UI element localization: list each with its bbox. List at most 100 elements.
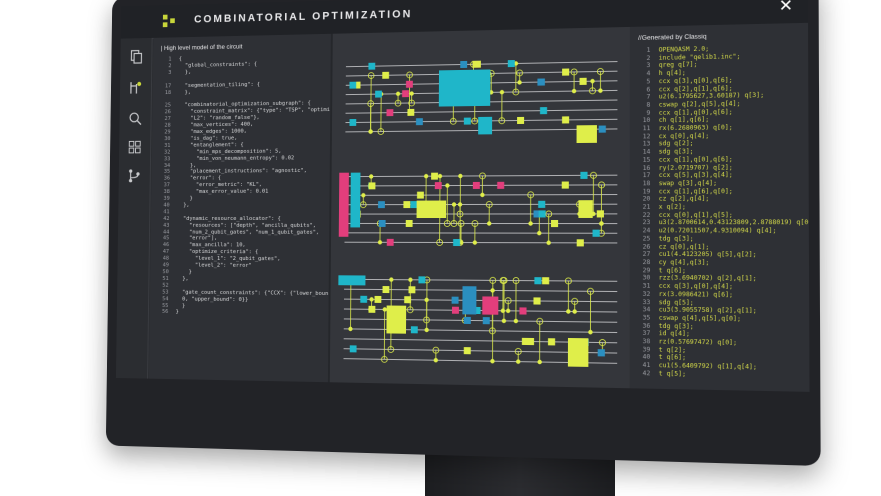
- gate: [497, 181, 505, 189]
- gate: [378, 201, 385, 209]
- line-number: 25: [642, 235, 651, 243]
- control-dot: [423, 174, 429, 179]
- line-number: 7: [646, 93, 651, 101]
- control-dot: [490, 358, 495, 364]
- copy-icon[interactable]: [129, 50, 144, 66]
- branch-icon[interactable]: [127, 168, 142, 183]
- gate: [375, 90, 382, 98]
- gate: [434, 182, 442, 190]
- gate: [507, 60, 515, 68]
- gate: [460, 60, 468, 69]
- code-text: id q[4];: [658, 330, 690, 338]
- gate: [533, 297, 541, 305]
- code-line[interactable]: 56}: [153, 309, 344, 318]
- code-line[interactable]: 23 u3(2.8700614,0.43123809,2.8788019) q[0…: [634, 219, 810, 227]
- code-text: "max_edges": 1000,: [177, 128, 247, 136]
- gate: [576, 239, 584, 247]
- code-line[interactable]: 42 t q[5];: [634, 370, 810, 381]
- control-dot: [486, 221, 492, 226]
- quantum-circuit-diagram: [338, 27, 630, 367]
- circuit-wire: [345, 185, 617, 186]
- line-number: 35: [642, 314, 651, 322]
- line-number: 16: [642, 164, 651, 172]
- code-text: ccx q[0],q[1],q[5];: [658, 211, 733, 219]
- multi-qubit-gate: [416, 200, 447, 219]
- gate: [547, 338, 556, 346]
- grid-icon[interactable]: [127, 139, 142, 154]
- control-dot: [408, 277, 413, 282]
- line-number: 40: [642, 353, 651, 362]
- code-line[interactable]: 21 x q[2];: [634, 203, 810, 211]
- code-text: },: [176, 202, 190, 209]
- gate: [386, 109, 394, 117]
- line-number: 15: [642, 156, 651, 164]
- control-dot: [457, 202, 462, 207]
- code-text: }: [175, 309, 179, 316]
- code-text: "level_2": "error": [176, 262, 252, 269]
- code-text: u3(2.8700614,0.43123809,2.8788019) q[0];: [658, 219, 810, 227]
- gate: [463, 347, 471, 355]
- code-text: "error_metric": "KL",: [177, 182, 263, 189]
- control-dot: [566, 309, 571, 314]
- code-text: },: [178, 69, 192, 76]
- gate: [579, 77, 587, 85]
- control-dot: [528, 221, 533, 226]
- code-text: "min_von_neumann_entropy": 0.02: [177, 155, 295, 162]
- multi-qubit-gate: [576, 125, 597, 144]
- line-number: 21: [642, 203, 651, 211]
- gate: [538, 200, 546, 208]
- search-icon[interactable]: [128, 111, 143, 126]
- multi-qubit-gate: [578, 200, 593, 218]
- circuit-diagram-panel[interactable]: [327, 26, 632, 389]
- gate: [349, 345, 357, 353]
- line-number: 37: [642, 330, 651, 338]
- line-number: 29: [642, 266, 651, 275]
- qasm-output-panel[interactable]: //Generated by Classiq 1 OPENQASM 2.0; 2 in…: [629, 22, 810, 392]
- qasm-code[interactable]: 1 OPENQASM 2.0; 2 include "qelib1.inc"; 3 qre…: [634, 43, 810, 381]
- code-text: cz q[0],q[1];: [658, 243, 710, 251]
- control-dot: [501, 318, 507, 324]
- model-editor-panel[interactable]: | High level model of the circuit 1{2 "g…: [148, 33, 346, 383]
- gate: [542, 277, 550, 285]
- gate: [598, 125, 606, 133]
- code-text: qreg q[7];: [658, 61, 698, 70]
- control-dot: [499, 89, 505, 95]
- line-number: 56: [162, 309, 169, 316]
- line-number: 42: [642, 369, 651, 378]
- gate: [464, 117, 471, 125]
- circuit-wire: [346, 62, 618, 67]
- line-number: 12: [642, 132, 651, 141]
- gate: [402, 90, 409, 98]
- synthesis-icon[interactable]: [128, 80, 143, 96]
- close-button[interactable]: ✕: [778, 0, 794, 16]
- circuit-wire: [344, 299, 617, 302]
- model-code[interactable]: 1{2 "global_constraints": {3 }, 17 "segme…: [153, 53, 346, 318]
- line-number: 24: [642, 227, 651, 235]
- code-text: "entanglement": {: [177, 142, 244, 149]
- line-number: 33: [642, 298, 651, 306]
- code-text: ccx q[1],q[0],q[6];: [658, 108, 733, 117]
- code-text: {: [178, 56, 183, 63]
- line-number: 28: [642, 258, 651, 267]
- gate: [451, 306, 459, 314]
- code-text: }: [177, 195, 193, 202]
- gate: [451, 296, 459, 304]
- gate: [360, 295, 368, 303]
- gate: [368, 182, 376, 190]
- gate: [349, 81, 357, 89]
- control-dot: [382, 307, 387, 312]
- gate: [419, 276, 426, 284]
- multi-qubit-gate: [482, 296, 499, 315]
- code-line[interactable]: 22 ccx q[0],q[1],q[5];: [634, 211, 810, 219]
- gate: [403, 201, 411, 209]
- gate: [431, 172, 439, 180]
- code-text: cswap q[2],q[5],q[4];: [658, 100, 741, 109]
- target-node: [471, 117, 478, 125]
- line-number: 38: [642, 338, 651, 346]
- line-number: 20: [642, 195, 651, 203]
- control-dot: [598, 88, 603, 93]
- gate: [386, 238, 394, 246]
- gate: [463, 316, 471, 325]
- gate: [533, 210, 541, 218]
- gate: [592, 229, 600, 237]
